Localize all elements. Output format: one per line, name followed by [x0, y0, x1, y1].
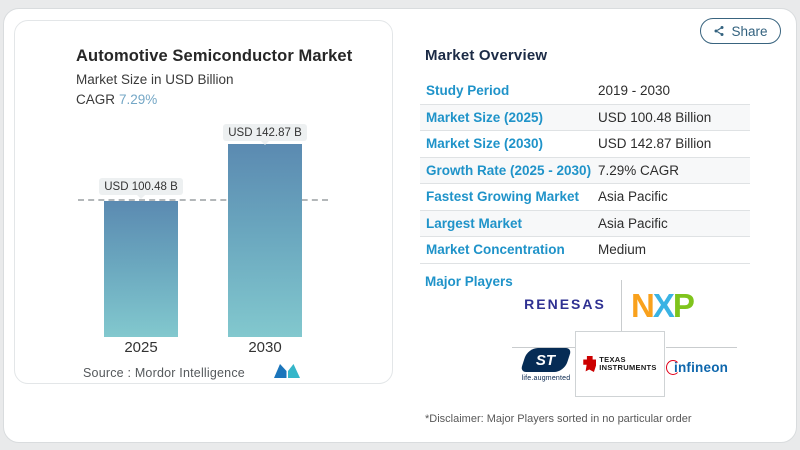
nxp-logo: NXP [631, 287, 695, 325]
market-chart-card: Automotive Semiconductor Market Market S… [14, 20, 393, 384]
infineon-wordmark: infineon [674, 359, 729, 375]
row-value: 7.29% CAGR [598, 162, 680, 178]
renesas-logo: RENESAS [524, 296, 606, 312]
ti-wordmark-line1: TEXAS [599, 355, 626, 364]
row-value: USD 100.48 Billion [598, 109, 712, 125]
table-row-market-size-2030: Market Size (2030) USD 142.87 Billion [420, 131, 750, 158]
cagr-value: 7.29% [119, 92, 158, 107]
x-axis-label-2030: 2030 [248, 339, 282, 356]
cagr-label: CAGR [76, 92, 116, 107]
share-button[interactable]: Share [700, 18, 781, 44]
row-label: Market Concentration [426, 242, 565, 258]
table-row-largest-market: Largest Market Asia Pacific [420, 210, 750, 237]
x-axis-label-2025: 2025 [124, 339, 158, 356]
ti-wordmark-line2: INSTRUMENTS [599, 363, 657, 372]
bar-value-badge-2030: USD 142.87 B [223, 124, 307, 145]
row-label: Market Size (2030) [426, 136, 544, 152]
chart-subtitle: Market Size in USD Billion [76, 72, 234, 87]
row-value: Medium [598, 242, 647, 258]
st-letters: ST [536, 351, 556, 369]
infineon-arc-icon [666, 359, 680, 375]
overview-table: Study Period 2019 - 2030 Market Size (20… [420, 78, 750, 264]
table-row-market-concentration: Market Concentration Medium [420, 237, 750, 264]
row-value: Asia Pacific [598, 215, 668, 231]
players-grid-horizontal-left [512, 347, 575, 348]
bar-2025 [104, 201, 178, 337]
share-nodes-icon [713, 25, 725, 37]
texas-instruments-logo: TEXAS INSTRUMENTS [575, 331, 665, 397]
table-row-growth-rate: Growth Rate (2025 - 2030) 7.29% CAGR [420, 157, 750, 184]
major-players-label: Major Players [425, 274, 513, 289]
st-swoosh-icon: ST [520, 348, 572, 372]
nxp-letter-x: X [652, 287, 675, 324]
infineon-logo: infineon [666, 359, 728, 375]
table-row-market-size-2025: Market Size (2025) USD 100.48 Billion [420, 104, 750, 131]
row-value: USD 142.87 Billion [598, 136, 712, 152]
row-value: 2019 - 2030 [598, 83, 671, 99]
source-attribution: Source : Mordor Intelligence [83, 366, 245, 380]
row-value: Asia Pacific [598, 189, 668, 205]
chart-cagr-line: CAGR 7.29% [76, 92, 157, 107]
table-row-study-period: Study Period 2019 - 2030 [420, 78, 750, 105]
stmicroelectronics-logo: ST life.augmented [520, 348, 572, 382]
st-tagline: life.augmented [521, 375, 571, 382]
players-grid-vertical-divider [621, 280, 622, 332]
nxp-letter-n: N [631, 287, 655, 324]
bar-value-badge-2025: USD 100.48 B [99, 178, 183, 199]
bar-2030 [228, 144, 302, 337]
players-grid-horizontal-right [666, 347, 737, 348]
reference-dashed-line [78, 199, 328, 201]
nxp-letter-p: P [672, 287, 695, 324]
share-button-label: Share [731, 23, 768, 39]
chart-title: Automotive Semiconductor Market [76, 47, 353, 65]
table-row-fastest-growing-market: Fastest Growing Market Asia Pacific [420, 184, 750, 211]
row-label: Largest Market [426, 215, 523, 231]
row-label: Growth Rate (2025 - 2030) [426, 162, 592, 178]
mordor-intelligence-logo-icon [274, 363, 300, 378]
row-label: Study Period [426, 83, 510, 99]
row-label: Market Size (2025) [426, 109, 544, 125]
row-label: Fastest Growing Market [426, 189, 580, 205]
texas-instruments-icon [583, 356, 597, 372]
players-disclaimer: *Disclaimer: Major Players sorted in no … [425, 413, 692, 425]
overview-title: Market Overview [425, 47, 548, 64]
